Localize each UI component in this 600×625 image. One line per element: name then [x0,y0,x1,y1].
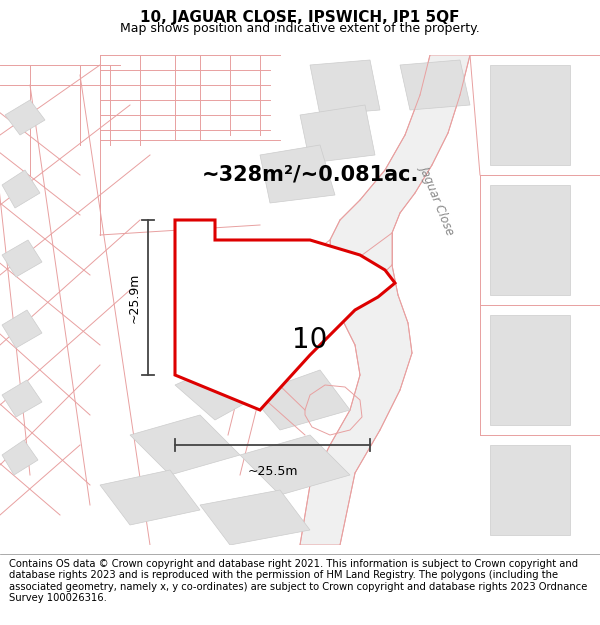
Polygon shape [400,60,470,110]
Text: ~328m²/~0.081ac.: ~328m²/~0.081ac. [202,165,419,185]
Text: 10, JAGUAR CLOSE, IPSWICH, IP1 5QF: 10, JAGUAR CLOSE, IPSWICH, IP1 5QF [140,10,460,25]
Polygon shape [310,60,380,115]
Polygon shape [175,220,395,410]
Text: Map shows position and indicative extent of the property.: Map shows position and indicative extent… [120,22,480,35]
Polygon shape [240,435,350,495]
Polygon shape [130,415,240,475]
Polygon shape [100,470,200,525]
Polygon shape [2,240,42,277]
Polygon shape [490,185,570,295]
Polygon shape [300,55,470,545]
Polygon shape [490,315,570,425]
Polygon shape [2,380,42,417]
Text: ~25.9m: ~25.9m [128,272,140,322]
Polygon shape [2,170,40,208]
Text: ~25.5m: ~25.5m [247,465,298,478]
Polygon shape [490,445,570,535]
Text: 10: 10 [292,326,328,354]
Polygon shape [5,100,45,135]
Polygon shape [2,310,42,348]
Text: Contains OS data © Crown copyright and database right 2021. This information is : Contains OS data © Crown copyright and d… [9,559,587,603]
Polygon shape [200,490,310,545]
Polygon shape [2,440,38,475]
Polygon shape [175,365,260,420]
Polygon shape [490,65,570,165]
Polygon shape [250,370,350,430]
Text: Jaguar Close: Jaguar Close [418,163,458,237]
Polygon shape [260,145,335,203]
Polygon shape [300,105,375,163]
